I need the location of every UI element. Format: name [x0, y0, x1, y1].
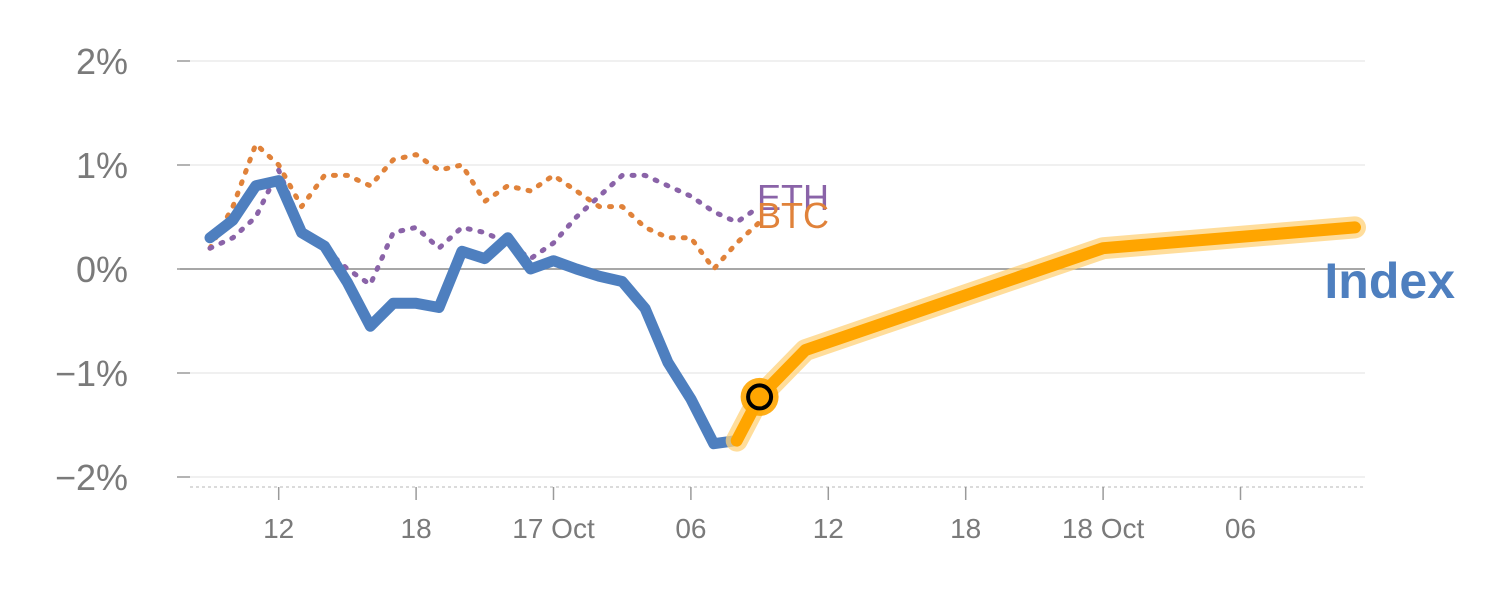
grid-layer	[177, 60, 1365, 500]
x-tick-label: 12	[813, 513, 844, 544]
y-tick-label: −2%	[55, 457, 128, 498]
x-tick-label: 17 Oct	[512, 513, 595, 544]
series-line-btc	[207, 141, 763, 272]
series-line-index	[204, 175, 743, 450]
y-tick-label: 2%	[76, 41, 128, 82]
series-label-eth: ETH	[757, 177, 829, 218]
x-tick-label: 18 Oct	[1062, 513, 1145, 544]
current-point-marker	[746, 383, 774, 411]
x-tick-label: 06	[675, 513, 706, 544]
series-label-index: Index	[1324, 253, 1455, 309]
series-label-btc: BTC	[757, 195, 829, 236]
label-layer: 2% 1% 0% −1% −2% 12 18 17 Oct 06 12 18 18 Oct 06 ETHB…	[55, 41, 1455, 544]
y-tick-label: 1%	[76, 145, 128, 186]
x-tick-label: 12	[263, 513, 294, 544]
x-tick-label: 18	[401, 513, 432, 544]
y-tick-label: 0%	[76, 249, 128, 290]
forecast-band-glow	[725, 216, 1366, 452]
x-tick-label: 18	[950, 513, 981, 544]
series-layer	[204, 141, 1366, 452]
y-tick-label: −1%	[55, 353, 128, 394]
x-tick-label: 06	[1225, 513, 1256, 544]
